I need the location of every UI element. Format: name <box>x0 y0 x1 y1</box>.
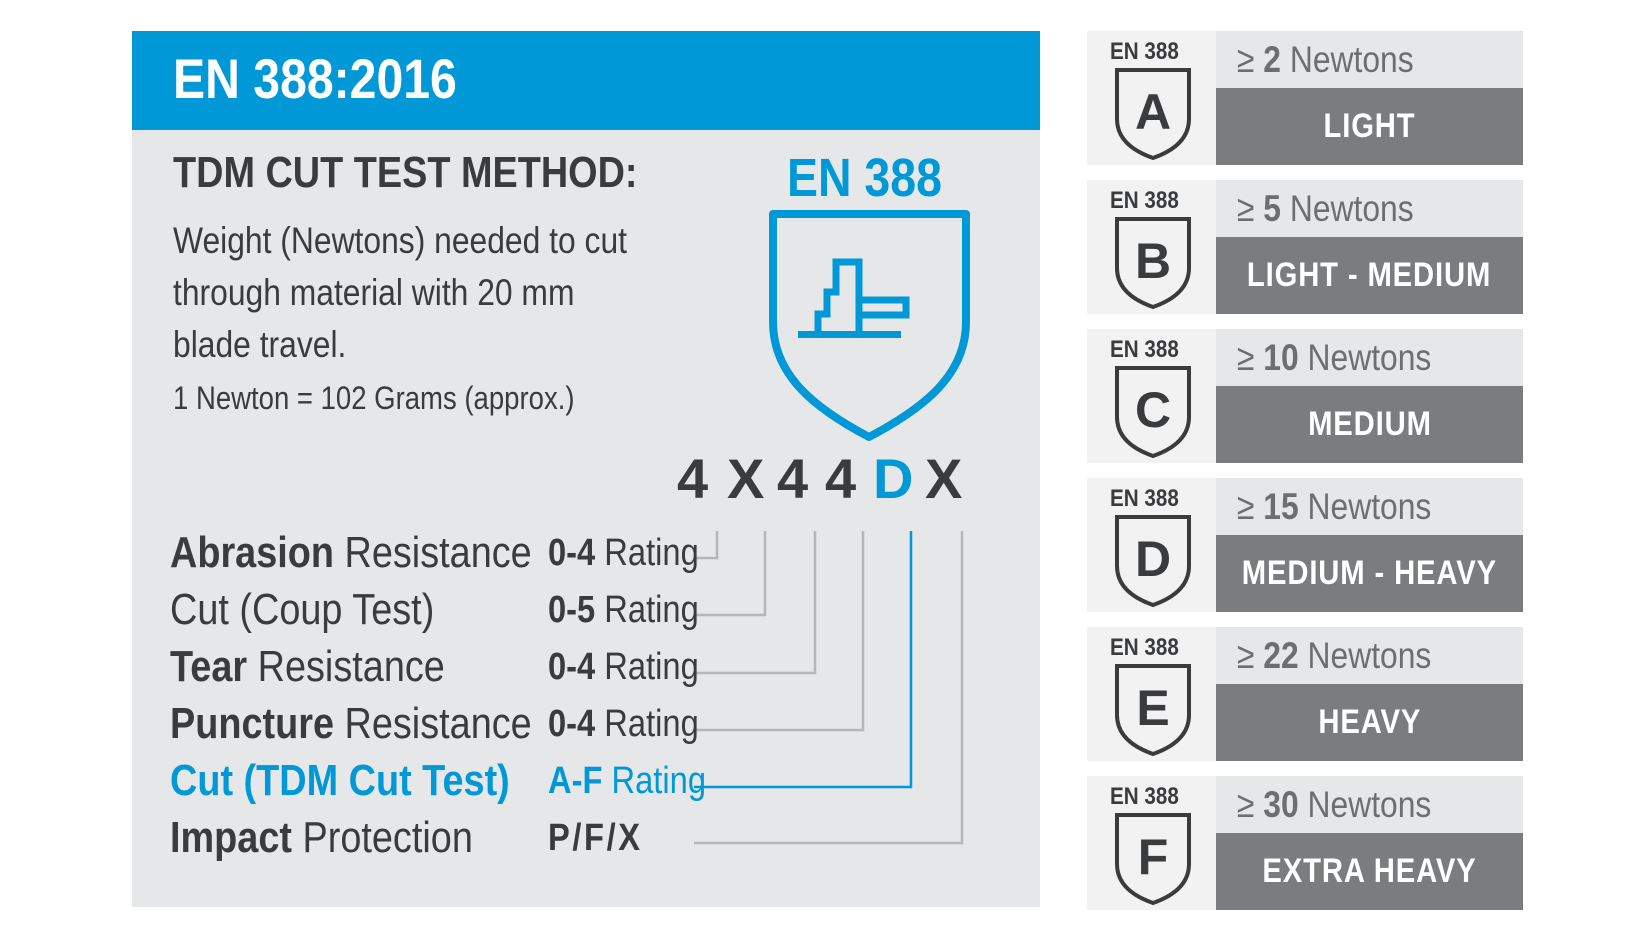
rating-range-tear: 0-4 Rating <box>548 646 699 688</box>
code-char-puncture: 4 <box>825 447 857 510</box>
newtons-threshold: ≥ 2 Newtons <box>1237 39 1414 80</box>
rating-row-impact: Impact Protection <box>170 813 473 862</box>
en388-shield-blade-icon <box>769 210 970 441</box>
rating-range-abrasion: 0-4 Rating <box>548 532 699 574</box>
description-line: Weight (Newtons) needed to cut <box>173 220 627 261</box>
cut-level-label: LIGHT <box>1216 88 1523 165</box>
code-char-impact: X <box>925 447 963 510</box>
rating-row-puncture: Puncture Resistance <box>170 699 532 748</box>
badge-letter: A <box>1135 84 1171 140</box>
badge-letter: B <box>1135 233 1171 289</box>
newtons-threshold: ≥ 5 Newtons <box>1237 188 1414 229</box>
newtons-threshold: ≥ 30 Newtons <box>1237 784 1432 825</box>
badge-letter: D <box>1135 531 1171 587</box>
cut-level-card-a: EN 388 A ≥ 2 Newtons LIGHT <box>1087 31 1523 165</box>
rating-range-impact: P/F/X <box>548 817 643 859</box>
level-badge: EN 388 A <box>1087 31 1216 165</box>
level-badge: EN 388 C <box>1087 329 1216 463</box>
shield-icon: A <box>1115 68 1191 161</box>
badge-standard: EN 388 <box>1110 38 1179 65</box>
cut-level-label: MEDIUM - HEAVY <box>1216 535 1523 612</box>
description-line: through material with 20 mm <box>173 272 575 313</box>
en388-info-panel: EN 388:2016 TDM CUT TEST METHOD: Weight … <box>132 31 1040 907</box>
badge-standard: EN 388 <box>1110 634 1179 661</box>
code-char-coup-cut: X <box>727 447 765 510</box>
code-char-tear: 4 <box>777 447 809 510</box>
shield-icon: F <box>1115 813 1191 906</box>
rating-row-coup-cut: Cut (Coup Test) <box>170 585 435 634</box>
badge-standard: EN 388 <box>1110 336 1179 363</box>
cut-level-label: LIGHT - MEDIUM <box>1216 237 1523 314</box>
badge-standard: EN 388 <box>1110 783 1179 810</box>
shield-icon: C <box>1115 366 1191 459</box>
cut-level-card-b: EN 388 B ≥ 5 Newtons LIGHT - MEDIUM <box>1087 180 1523 314</box>
badge-standard: EN 388 <box>1110 485 1179 512</box>
description-line: blade travel. <box>173 324 347 365</box>
rating-range-tdm-cut: A-F Rating <box>548 760 706 802</box>
cut-level-label: MEDIUM <box>1216 386 1523 463</box>
rating-row-abrasion: Abrasion Resistance <box>170 528 532 577</box>
cut-level-label: EXTRA HEAVY <box>1216 833 1523 910</box>
level-badge: EN 388 D <box>1087 478 1216 612</box>
cut-level-card-c: EN 388 C ≥ 10 Newtons MEDIUM <box>1087 329 1523 463</box>
page-title: EN 388:2016 <box>173 47 457 110</box>
section-heading: TDM CUT TEST METHOD: <box>173 148 638 197</box>
level-badge: EN 388 F <box>1087 776 1216 910</box>
code-connector-lines <box>694 531 964 845</box>
newtons-threshold: ≥ 15 Newtons <box>1237 486 1432 527</box>
shield-icon: B <box>1115 217 1191 310</box>
cut-level-card-e: EN 388 E ≥ 22 Newtons HEAVY <box>1087 627 1523 761</box>
badge-standard: EN 388 <box>1110 187 1179 214</box>
badge-letter: F <box>1138 829 1169 885</box>
shield-icon: D <box>1115 515 1191 608</box>
badge-letter: E <box>1136 680 1169 736</box>
level-badge: EN 388 E <box>1087 627 1216 761</box>
level-badge: EN 388 B <box>1087 180 1216 314</box>
shield-icon: E <box>1115 664 1191 757</box>
cut-level-card-d: EN 388 D ≥ 15 Newtons MEDIUM - HEAVY <box>1087 478 1523 612</box>
rating-range-coup-cut: 0-5 Rating <box>548 589 699 631</box>
newtons-threshold: ≥ 22 Newtons <box>1237 635 1432 676</box>
code-char-abrasion: 4 <box>677 447 709 510</box>
cut-level-card-f: EN 388 F ≥ 30 Newtons EXTRA HEAVY <box>1087 776 1523 910</box>
conversion-note: 1 Newton = 102 Grams (approx.) <box>173 380 575 416</box>
code-char-tdm-cut: D <box>873 447 914 510</box>
cut-level-label: HEAVY <box>1216 684 1523 761</box>
newtons-threshold: ≥ 10 Newtons <box>1237 337 1432 378</box>
pictogram-title: EN 388 <box>787 148 942 208</box>
rating-range-puncture: 0-4 Rating <box>548 703 699 745</box>
title-banner: EN 388:2016 <box>132 31 1040 130</box>
rating-row-tdm-cut: Cut (TDM Cut Test) <box>170 756 510 805</box>
rating-row-tear: Tear Resistance <box>170 642 445 691</box>
badge-letter: C <box>1135 382 1171 438</box>
